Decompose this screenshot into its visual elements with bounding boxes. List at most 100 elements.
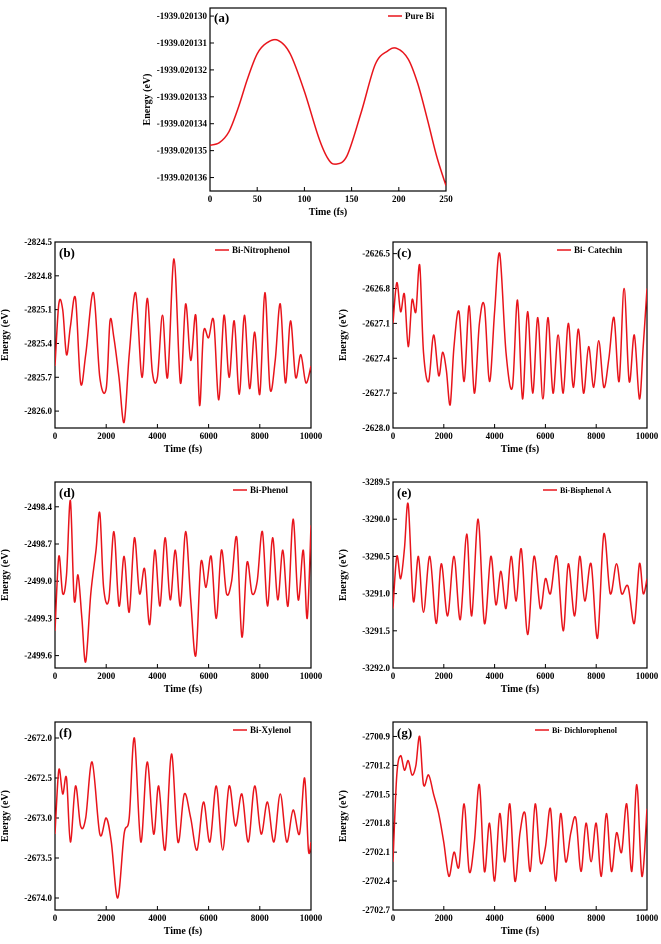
legend-label: Bi-Phenol bbox=[250, 485, 289, 495]
x-tick-label: 150 bbox=[345, 194, 359, 204]
plot-frame bbox=[392, 481, 648, 669]
y-tick-label: -1939.020136 bbox=[157, 173, 208, 183]
y-axis-title: Energy (eV) bbox=[142, 74, 153, 126]
x-tick-label: 0 bbox=[391, 431, 396, 441]
y-tick-label: -2702.4 bbox=[362, 876, 390, 886]
plot-frame bbox=[209, 7, 447, 192]
plot-frame bbox=[54, 481, 312, 669]
legend-label: Bi-Bisphenol A bbox=[560, 486, 612, 495]
series-line bbox=[55, 499, 311, 663]
y-axis-title: Energy (eV) bbox=[0, 790, 11, 842]
panel-label: (d) bbox=[59, 485, 75, 500]
y-tick-label: -2825.1 bbox=[24, 305, 52, 315]
y-tick-label: -1939.020131 bbox=[157, 38, 208, 48]
x-axis-title: Time (fs) bbox=[309, 207, 347, 218]
chart-panel-c: 0 2000 4000 6000 8000 10000 -2626.5 -2626.8 -262… bbox=[338, 241, 659, 455]
x-axis-title: Time (fs) bbox=[501, 444, 539, 455]
y-axis-title: Energy (eV) bbox=[0, 549, 11, 601]
y-tick-label: -3290.0 bbox=[362, 514, 390, 524]
y-axis-title: Energy (eV) bbox=[338, 549, 349, 601]
panel-label: (c) bbox=[397, 245, 411, 260]
legend-label: Bi-Xylenol bbox=[250, 725, 292, 735]
y-tick-label: -2701.5 bbox=[362, 789, 390, 799]
y-tick-label: -2700.9 bbox=[362, 731, 390, 741]
series-line bbox=[55, 737, 311, 899]
x-tick-label: 2000 bbox=[97, 431, 116, 441]
x-tick-label: 4000 bbox=[148, 913, 167, 923]
legend-label: Bi-Nitrophenol bbox=[232, 245, 290, 255]
series-line bbox=[55, 258, 311, 424]
y-tick-label: -1939.020134 bbox=[157, 119, 208, 129]
x-tick-label: 4000 bbox=[486, 913, 505, 923]
chart-panel-a: 0 50 100 150 200 250 -1939.020130 -1939.020131 -… bbox=[142, 7, 453, 218]
x-tick-label: 4000 bbox=[486, 671, 505, 681]
x-tick-label: 6000 bbox=[536, 913, 555, 923]
series-line bbox=[393, 252, 647, 406]
y-tick-label: -2824.5 bbox=[24, 237, 52, 247]
y-tick-label: -2627.1 bbox=[362, 318, 390, 328]
y-tick-label: -2674.0 bbox=[24, 893, 52, 903]
x-tick-label: 10000 bbox=[300, 431, 323, 441]
x-tick-label: 8000 bbox=[251, 913, 270, 923]
plot-frame bbox=[392, 721, 648, 911]
y-tick-label: -2499.6 bbox=[24, 651, 52, 661]
y-tick-label: -2673.5 bbox=[24, 853, 52, 863]
y-tick-label: -2672.5 bbox=[24, 773, 52, 783]
y-tick-label: -2701.8 bbox=[362, 818, 390, 828]
x-tick-label: 0 bbox=[53, 913, 58, 923]
y-tick-label: -2701.2 bbox=[362, 760, 390, 770]
x-tick-label: 8000 bbox=[587, 671, 606, 681]
y-tick-label: -1939.020133 bbox=[157, 92, 208, 102]
chart-panel-g: 0 2000 4000 6000 8000 10000 -2700.9 -2701.2 -270… bbox=[338, 721, 659, 937]
y-tick-label: -2673.0 bbox=[24, 813, 52, 823]
y-tick-label: -2628.0 bbox=[362, 423, 390, 433]
plot-frame bbox=[54, 241, 312, 429]
y-tick-label: -2499.0 bbox=[24, 576, 52, 586]
x-tick-label: 6000 bbox=[536, 431, 555, 441]
x-tick-label: 0 bbox=[53, 671, 58, 681]
x-tick-label: 2000 bbox=[435, 431, 454, 441]
y-axis-title: Energy (eV) bbox=[338, 790, 349, 842]
x-tick-label: 8000 bbox=[251, 431, 270, 441]
x-tick-label: 10000 bbox=[636, 913, 659, 923]
y-tick-label: -2627.4 bbox=[362, 353, 390, 363]
x-tick-label: 2000 bbox=[97, 913, 116, 923]
x-tick-label: 6000 bbox=[200, 913, 219, 923]
y-tick-label: -3291.0 bbox=[362, 589, 390, 599]
x-tick-label: 6000 bbox=[200, 431, 219, 441]
y-tick-label: -3289.5 bbox=[362, 477, 390, 487]
chart-panel-b: 0 2000 4000 6000 8000 10000 -2824.5 -2824.8 -282… bbox=[0, 237, 323, 455]
plot-frame bbox=[392, 241, 648, 429]
y-tick-label: -2672.0 bbox=[24, 733, 52, 743]
chart-panel-d: 0 2000 4000 6000 8000 10000 -2498.4 -2498.7 -249… bbox=[0, 481, 323, 695]
legend-label: Bi- Catechin bbox=[574, 245, 622, 255]
panel-label: (e) bbox=[397, 485, 411, 500]
y-tick-label: -2627.7 bbox=[362, 388, 390, 398]
y-axis-title: Energy (eV) bbox=[338, 309, 349, 361]
x-axis-title: Time (fs) bbox=[501, 926, 539, 937]
x-tick-label: 200 bbox=[392, 194, 406, 204]
chart-panel-f: 0 2000 4000 6000 8000 10000 -2672.0 -2672.5 -267… bbox=[0, 721, 323, 937]
y-tick-label: -2826.0 bbox=[24, 406, 52, 416]
x-tick-label: 0 bbox=[53, 431, 58, 441]
panel-label: (g) bbox=[397, 725, 412, 740]
x-tick-label: 8000 bbox=[251, 671, 270, 681]
x-tick-label: 8000 bbox=[587, 431, 606, 441]
plot-frame bbox=[54, 721, 312, 911]
x-tick-label: 2000 bbox=[97, 671, 116, 681]
panel-label: (b) bbox=[59, 245, 75, 260]
x-tick-label: 0 bbox=[391, 671, 396, 681]
y-tick-label: -3292.0 bbox=[362, 663, 390, 673]
legend-label: Pure Bi bbox=[405, 11, 435, 21]
y-tick-label: -2702.1 bbox=[362, 847, 390, 857]
chart-panel-e: 0 2000 4000 6000 8000 10000 -3289.5 -3290.0 -329… bbox=[338, 477, 659, 695]
x-axis-title: Time (fs) bbox=[164, 444, 202, 455]
series-line bbox=[210, 38, 446, 186]
series-line bbox=[393, 502, 647, 639]
y-tick-label: -3291.5 bbox=[362, 626, 390, 636]
x-tick-label: 50 bbox=[253, 194, 263, 204]
y-tick-label: -2499.3 bbox=[24, 613, 52, 623]
x-tick-label: 250 bbox=[439, 194, 453, 204]
x-tick-label: 10000 bbox=[300, 671, 323, 681]
x-tick-label: 6000 bbox=[536, 671, 555, 681]
